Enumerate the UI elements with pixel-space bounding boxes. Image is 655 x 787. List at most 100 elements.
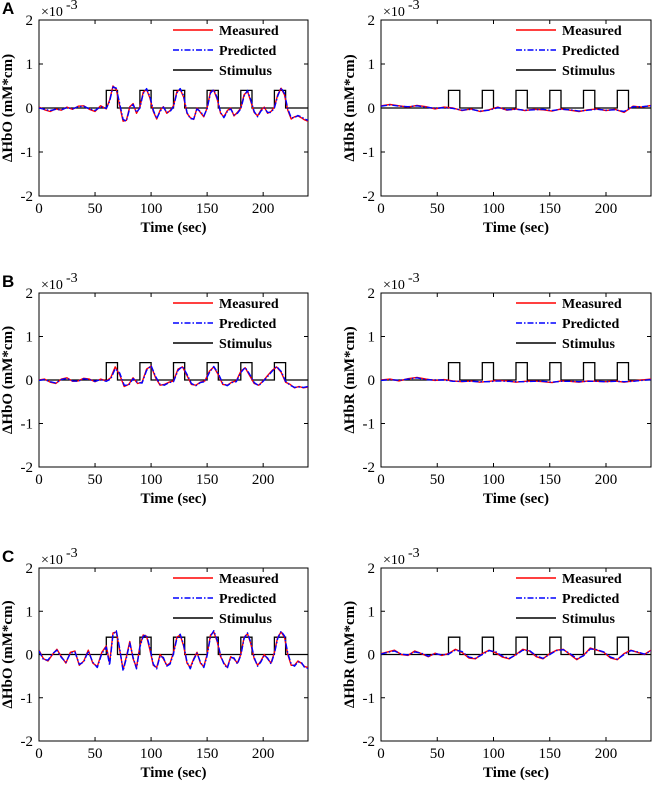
chart-4-legend-label-stimulus: Stimulus: [562, 337, 615, 352]
chart-3: -2 -1 0 1 2 0 50 100 150 200 Time (sec) ΔHbO (mM*cm…: [0, 271, 309, 507]
chart-2-ytick-label: 0: [368, 101, 376, 117]
chart-4-ylabel: ΔHbR (mM*cm): [342, 326, 358, 433]
chart-1-panel-letter: A: [2, 0, 14, 18]
chart-1-xtick-label: 0: [35, 201, 43, 217]
chart-3-series-predicted-line: [39, 364, 308, 389]
chart-6-xtick-label: 150: [539, 746, 562, 762]
chart-2-legend-label-stimulus: Stimulus: [562, 64, 615, 79]
chart-4-legend-label-measured: Measured: [562, 297, 622, 312]
chart-4-scale-exponent: -3: [408, 271, 420, 286]
chart-1-legend-label-measured: Measured: [219, 24, 279, 39]
chart-2-scale-label: ×10: [383, 5, 405, 20]
chart-3-ylabel: ΔHbO (mM*cm): [0, 326, 16, 434]
chart-2-ylabel: ΔHbR (mM*cm): [342, 54, 358, 161]
chart-4-ytick-label: 2: [368, 286, 376, 302]
chart-5-panel-letter: C: [2, 547, 14, 566]
chart-5-ytick-label: 2: [26, 561, 34, 577]
chart-2-stimulus-line: [381, 89, 651, 109]
chart-2: -2 -1 0 1 2 0 50 100 150 200 Time (sec) ΔHbR (mM*cm…: [342, 0, 652, 236]
chart-5: -2 -1 0 1 2 0 50 100 150 200 Time (sec) ΔHbO (mM*cm…: [0, 546, 309, 781]
chart-1-series-predicted-line: [39, 86, 308, 122]
chart-6-xtick-label: 50: [430, 746, 445, 762]
chart-3-legend-label-predicted: Predicted: [219, 317, 276, 332]
chart-6-plot-area: [381, 636, 651, 661]
chart-1-ytick-label: -2: [21, 189, 34, 205]
chart-2-legend-label-measured: Measured: [562, 24, 622, 39]
chart-5-xtick-label: 0: [35, 746, 43, 762]
chart-1-xtick-label: 150: [196, 201, 219, 217]
chart-4-plot-area: [381, 361, 651, 384]
chart-6-stimulus-line: [381, 636, 651, 656]
chart-3-ytick-label: 2: [26, 286, 34, 302]
chart-2-plot-area: [381, 89, 651, 114]
chart-3-ytick-label: -2: [21, 460, 34, 476]
chart-2-xtick-label: 0: [377, 201, 385, 217]
chart-6-legend-label-measured: Measured: [562, 572, 622, 587]
chart-6-scale-exponent: -3: [408, 546, 420, 561]
chart-2-ytick-label: -1: [363, 145, 376, 161]
chart-5-xtick-label: 200: [252, 746, 275, 762]
chart-5-ytick-label: 0: [26, 648, 34, 664]
chart-6-legend-label-stimulus: Stimulus: [562, 612, 615, 627]
chart-2-ytick-label: 1: [368, 57, 376, 73]
chart-2-xtick-label: 150: [539, 201, 562, 217]
chart-2-ytick-label: 2: [368, 13, 376, 29]
chart-5-series-predicted-line: [39, 630, 308, 672]
chart-3-ytick-label: -1: [21, 417, 34, 433]
chart-6-ytick-label: 2: [368, 561, 376, 577]
chart-5-legend-label-measured: Measured: [219, 572, 279, 587]
chart-5-scale-exponent: -3: [66, 546, 78, 561]
chart-1-ytick-label: -1: [21, 145, 34, 161]
chart-6: -2 -1 0 1 2 0 50 100 150 200 Time (sec) ΔHbR (mM*cm…: [342, 546, 652, 781]
chart-3-xtick-label: 150: [196, 472, 219, 488]
chart-4-xlabel: Time (sec): [483, 491, 549, 507]
chart-5-ylabel: ΔHbO (mM*cm): [0, 600, 16, 708]
chart-3-scale-exponent: -3: [66, 271, 78, 286]
chart-5-xtick-label: 50: [88, 746, 103, 762]
chart-1: -2 -1 0 1 2 0 50 100 150 200 Time (sec) ΔHbO (mM*cm…: [0, 0, 309, 236]
chart-4-ytick-label: -2: [363, 460, 376, 476]
chart-3-legend-label-stimulus: Stimulus: [219, 337, 272, 352]
chart-2-xtick-label: 200: [595, 201, 618, 217]
chart-1-ytick-label: 2: [26, 13, 34, 29]
chart-6-scale-label: ×10: [383, 553, 405, 568]
chart-6-xtick-label: 0: [377, 746, 385, 762]
chart-2-legend-label-predicted: Predicted: [562, 44, 619, 59]
chart-1-plot-area: [39, 85, 308, 122]
chart-1-legend-label-predicted: Predicted: [219, 44, 276, 59]
chart-2-scale-exponent: -3: [408, 0, 420, 13]
chart-5-ytick-label: -1: [21, 691, 34, 707]
chart-1-xtick-label: 200: [252, 201, 275, 217]
chart-2-series-predicted-line: [381, 104, 651, 113]
chart-2-xtick-label: 100: [482, 201, 505, 217]
chart-3-xtick-label: 100: [140, 472, 163, 488]
chart-2-xtick-label: 50: [430, 201, 445, 217]
chart-3-xtick-label: 50: [88, 472, 103, 488]
chart-5-xtick-label: 100: [140, 746, 163, 762]
chart-2-ytick-label: -2: [363, 189, 376, 205]
chart-4: -2 -1 0 1 2 0 50 100 150 200 Time (sec) ΔHbR (mM*cm…: [342, 271, 652, 507]
chart-4-ytick-label: 1: [368, 330, 376, 346]
chart-4-scale-label: ×10: [383, 278, 405, 293]
chart-6-ytick-label: 1: [368, 604, 376, 620]
chart-3-ytick-label: 0: [26, 373, 34, 389]
chart-5-ytick-label: 1: [26, 604, 34, 620]
chart-6-xtick-label: 200: [595, 746, 618, 762]
chart-5-ytick-label: -2: [21, 734, 34, 750]
chart-6-legend-label-predicted: Predicted: [562, 592, 619, 607]
chart-6-ytick-label: -1: [363, 691, 376, 707]
chart-6-series-predicted-line: [381, 648, 651, 660]
chart-3-xtick-label: 0: [35, 472, 43, 488]
chart-4-ytick-label: 0: [368, 373, 376, 389]
chart-4-series-predicted-line: [381, 377, 651, 383]
chart-3-stimulus-line: [39, 361, 308, 381]
chart-1-scale-exponent: -3: [66, 0, 78, 13]
chart-3-xlabel: Time (sec): [141, 491, 207, 507]
chart-1-xtick-label: 100: [140, 201, 163, 217]
chart-4-stimulus-line: [381, 361, 651, 381]
chart-4-xtick-label: 200: [595, 472, 618, 488]
chart-4-ytick-label: -1: [363, 417, 376, 433]
chart-6-ytick-label: 0: [368, 648, 376, 664]
chart-3-xtick-label: 200: [252, 472, 275, 488]
